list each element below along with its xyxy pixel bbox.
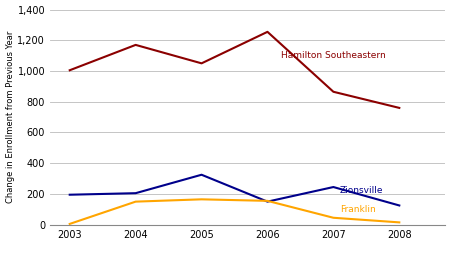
- Text: Zionsville: Zionsville: [340, 186, 383, 195]
- Text: Hamilton Southeastern: Hamilton Southeastern: [281, 51, 386, 60]
- Y-axis label: Change in Enrollment from Previous Year: Change in Enrollment from Previous Year: [5, 31, 14, 203]
- Text: Franklin: Franklin: [340, 205, 376, 214]
